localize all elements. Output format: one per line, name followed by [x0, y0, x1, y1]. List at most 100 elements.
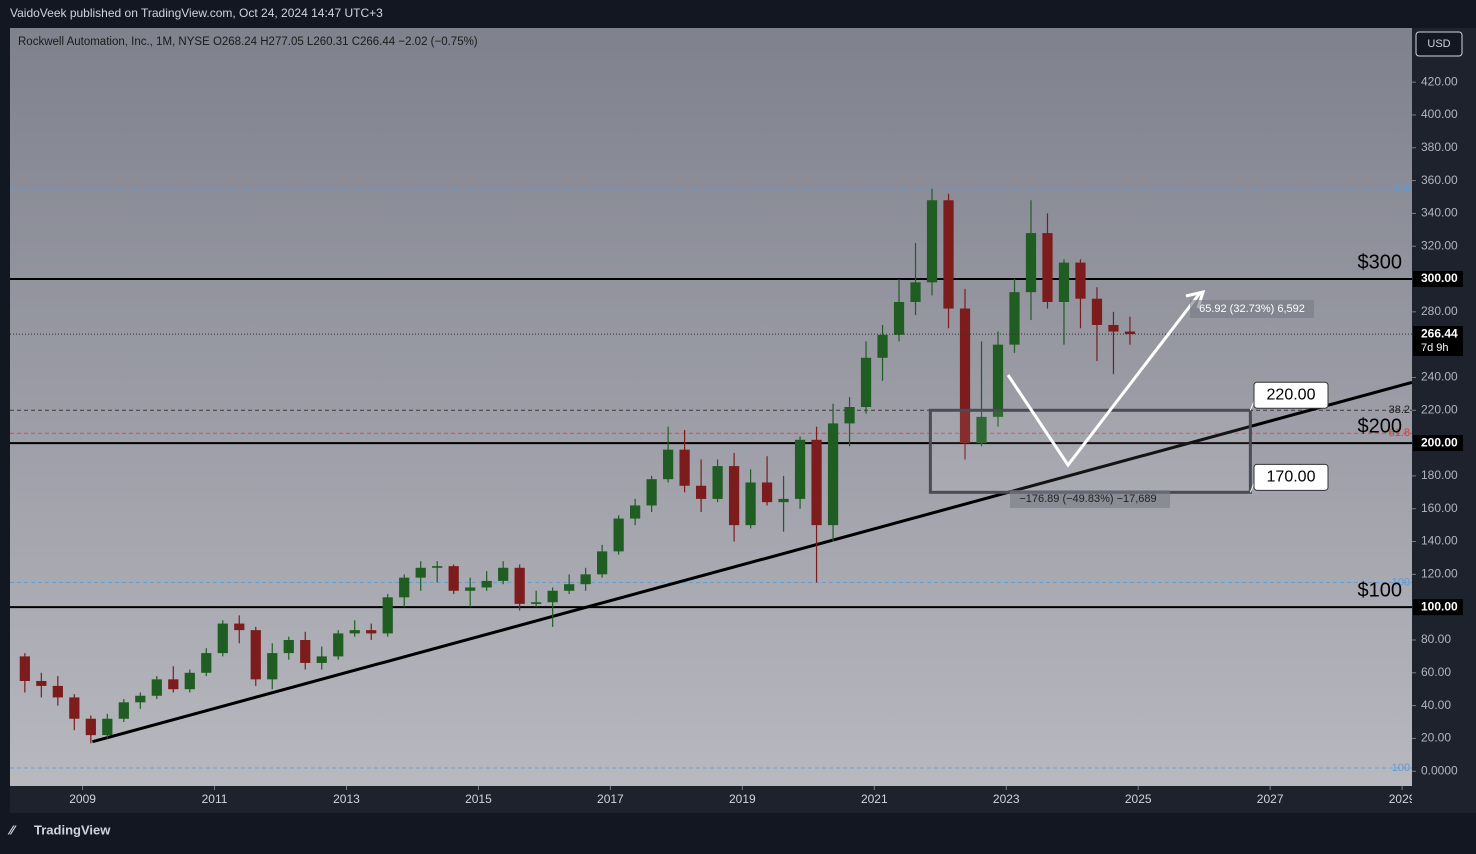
x-tick-label: 2021 — [861, 792, 888, 806]
candle-body — [135, 695, 146, 703]
y-tick-label: 380.00 — [1421, 140, 1458, 154]
fib-label: 38.2 — [1389, 404, 1410, 416]
y-tick-label: 220.00 — [1421, 402, 1458, 416]
candle-body — [1108, 324, 1119, 332]
candle-body — [52, 685, 63, 698]
x-tick-label: 2017 — [597, 792, 624, 806]
y-tick-label: 280.00 — [1421, 304, 1458, 318]
candle-body — [745, 482, 756, 526]
candle-body — [349, 630, 360, 634]
currency: USD — [1427, 38, 1450, 50]
candle-body — [432, 566, 443, 568]
x-tick-label: 2013 — [333, 792, 360, 806]
y-tick-label: 60.00 — [1421, 665, 1451, 679]
candle-body — [1058, 262, 1070, 302]
candle-body — [597, 551, 608, 575]
candle-body — [102, 718, 113, 736]
level-label: $100 — [1358, 579, 1403, 601]
candle-body — [630, 505, 641, 519]
x-tick-label: 2015 — [465, 792, 492, 806]
candle-body — [959, 308, 971, 444]
candle-body — [613, 518, 624, 552]
candle-body — [547, 590, 558, 603]
candle-body — [827, 423, 839, 526]
candle-body — [267, 653, 278, 680]
callout-box — [1253, 381, 1329, 409]
candle-body — [465, 587, 476, 591]
candle-body — [811, 439, 822, 526]
y-tick-label: 80.00 — [1421, 632, 1451, 646]
candle-body — [316, 656, 327, 663]
level-label: $300 — [1358, 251, 1403, 273]
level-axis-label: 200.00 — [1421, 435, 1458, 449]
candle-body — [481, 580, 492, 588]
level-axis-box — [1413, 271, 1463, 288]
candle-body — [300, 639, 311, 663]
price-box — [1413, 326, 1463, 357]
candle-body — [976, 416, 987, 444]
candle-body — [860, 357, 872, 407]
candle-body — [778, 498, 789, 503]
candle-body — [415, 567, 426, 578]
y-tick-label: 120.00 — [1421, 567, 1458, 581]
candle-body — [728, 466, 740, 526]
candle-body — [646, 479, 657, 506]
fib-label: 61.8 — [1389, 427, 1410, 439]
candle-body — [448, 566, 459, 591]
candle-body — [761, 482, 773, 503]
y-tick-label: 360.00 — [1421, 173, 1458, 187]
plot-area — [10, 28, 1412, 786]
callout-label: 220.00 — [1267, 387, 1316, 404]
logo: TradingView — [34, 822, 111, 837]
level-axis-label: 300.00 — [1421, 271, 1458, 285]
candle-body — [1075, 262, 1086, 299]
measure-down: −176.89 (−49.83%) −17,689 — [1019, 493, 1156, 505]
fib-label: 100 — [1392, 576, 1410, 588]
candle-body — [151, 679, 162, 696]
candle-body — [1042, 233, 1053, 302]
candle-body — [580, 574, 591, 585]
level-axis-box — [1413, 599, 1463, 616]
candle-body — [1124, 331, 1136, 335]
x-labels: 2009 2011 2013 2015 2017 2019 2021 2023 2025 2027… — [69, 786, 1412, 806]
candle-body — [69, 697, 80, 719]
candle-body — [118, 702, 129, 719]
candle-body — [514, 567, 525, 604]
y-tick-label: 320.00 — [1421, 238, 1458, 252]
callout-label: 170.00 — [1267, 469, 1316, 486]
candle-body — [712, 466, 723, 499]
candle-body — [399, 577, 410, 598]
measure-up: 65.92 (32.73%) 6,592 — [1199, 303, 1305, 315]
candle-body — [234, 623, 245, 631]
countdown: 7d 9h — [1421, 342, 1449, 354]
y-tick-label: 160.00 — [1421, 501, 1458, 515]
callout-box — [1253, 463, 1329, 491]
zone-box — [928, 408, 1252, 494]
candle-body — [910, 282, 921, 302]
y-tick-label: 240.00 — [1421, 370, 1458, 384]
candle-body — [992, 344, 1004, 417]
candle-body — [844, 407, 855, 424]
candle-body — [19, 656, 30, 681]
candle-body — [679, 449, 690, 486]
y-tick-label: 140.00 — [1421, 534, 1458, 548]
y-tick-label: 20.00 — [1421, 731, 1451, 745]
y-axis — [1412, 28, 1476, 813]
candle-body — [184, 672, 195, 690]
candle-body — [85, 718, 96, 736]
candle-body — [366, 630, 377, 634]
level-label: $200 — [1358, 415, 1403, 437]
candle-body — [283, 639, 294, 654]
currency-button[interactable] — [1415, 31, 1463, 57]
candle-body — [877, 334, 888, 358]
y-tick-label: 0.0000 — [1421, 763, 1458, 777]
candle-body — [531, 602, 542, 604]
candle-body — [794, 439, 806, 499]
level-axis-box — [1413, 435, 1463, 452]
candle-body — [217, 623, 228, 654]
x-axis — [10, 786, 1412, 813]
candle-body — [250, 630, 261, 680]
measure-bg — [1010, 490, 1170, 508]
candle-body — [168, 679, 179, 690]
